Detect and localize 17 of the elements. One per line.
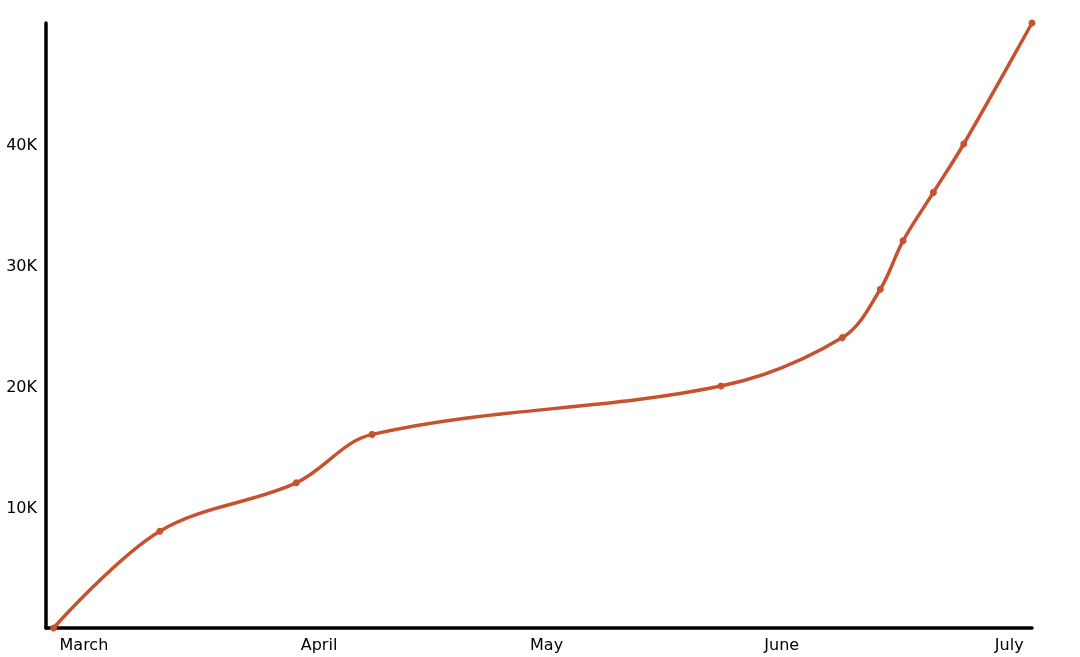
x-tick-label: July <box>993 634 1024 654</box>
point <box>876 285 884 293</box>
point <box>929 188 937 196</box>
y-tick-label: 40K <box>6 134 38 154</box>
x-tick-label: April <box>300 634 338 654</box>
point <box>838 334 846 342</box>
x-tick-label: May <box>530 634 564 654</box>
x-tick-label: March <box>59 634 109 654</box>
point <box>368 430 376 438</box>
y-tick-label: 30K <box>6 255 38 275</box>
y-tick-label: 10K <box>6 497 38 517</box>
point <box>960 140 968 148</box>
y-tick-label: 20K <box>6 376 38 396</box>
x-tick-label: June <box>763 634 800 654</box>
point <box>156 527 164 535</box>
point <box>292 479 300 487</box>
point <box>899 237 907 245</box>
